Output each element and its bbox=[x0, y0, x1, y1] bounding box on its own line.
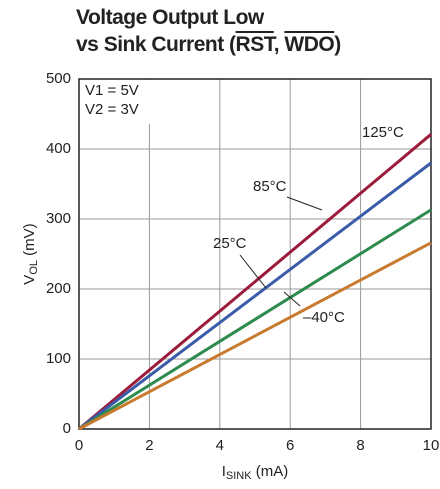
annotation-box bbox=[80, 80, 150, 124]
annotation: V2 = 3V bbox=[85, 101, 139, 118]
series-label: –40°C bbox=[303, 309, 345, 326]
x-tick-label: 4 bbox=[216, 437, 224, 454]
annotation: V1 = 5V bbox=[85, 82, 139, 99]
series-label: 85°C bbox=[253, 178, 287, 195]
y-tick-label: 500 bbox=[46, 70, 71, 87]
x-axis-label: ISINK (mA) bbox=[222, 463, 289, 482]
leader-line bbox=[239, 254, 267, 289]
x-tick-label: 0 bbox=[75, 437, 83, 454]
chart-title: Voltage Output Low vs Sink Current (RST,… bbox=[76, 4, 341, 58]
x-label-unit: (mA) bbox=[252, 463, 289, 480]
y-tick-label: 300 bbox=[46, 210, 71, 227]
title-part: WDO bbox=[284, 33, 335, 56]
title-part: RST bbox=[235, 33, 275, 56]
leader-line bbox=[283, 291, 301, 307]
y-tick-label: 0 bbox=[63, 420, 71, 437]
series-label: 125°C bbox=[362, 124, 404, 141]
title-line: vs Sink Current (RST, WDO) bbox=[76, 31, 341, 58]
y-label-sub: OL bbox=[28, 260, 40, 275]
y-tick-label: 400 bbox=[46, 140, 71, 157]
data-line bbox=[78, 161, 432, 431]
x-tick-label: 2 bbox=[145, 437, 153, 454]
plot-frame bbox=[78, 78, 432, 430]
title-part: , bbox=[273, 33, 285, 56]
y-tick-label: 100 bbox=[46, 350, 71, 367]
title-line: Voltage Output Low bbox=[76, 6, 264, 29]
y-label-unit: (mV) bbox=[21, 223, 38, 260]
title-part: ) bbox=[334, 33, 341, 56]
x-tick-label: 6 bbox=[286, 437, 294, 454]
x-tick-label: 8 bbox=[356, 437, 364, 454]
data-line bbox=[78, 241, 432, 431]
data-line bbox=[78, 133, 432, 431]
series-label: 25°C bbox=[213, 235, 247, 252]
x-label-main: I bbox=[222, 463, 226, 480]
title-part: vs Sink Current ( bbox=[76, 33, 236, 56]
y-label-main: V bbox=[21, 275, 38, 285]
data-line bbox=[78, 208, 432, 431]
x-tick-label: 10 bbox=[423, 437, 440, 454]
leader-line bbox=[286, 196, 323, 211]
y-tick-label: 200 bbox=[46, 280, 71, 297]
y-axis-label: VOL (mV) bbox=[21, 223, 40, 284]
x-label-sub: SINK bbox=[226, 470, 252, 482]
